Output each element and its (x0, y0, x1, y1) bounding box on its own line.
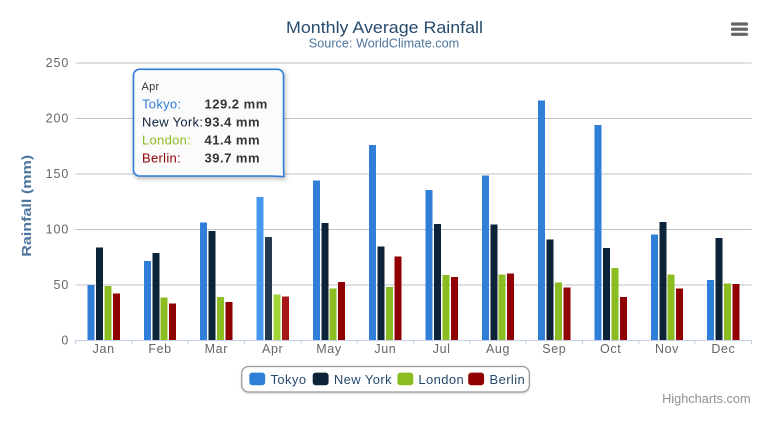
svg-text:41.4 mm: 41.4 mm (205, 133, 261, 148)
svg-text:39.7 mm: 39.7 mm (205, 151, 261, 166)
svg-text:New York:: New York: (142, 114, 203, 129)
svg-text:Jul: Jul (433, 342, 451, 356)
svg-text:93.4 mm: 93.4 mm (205, 114, 261, 129)
svg-text:Oct: Oct (600, 342, 621, 356)
svg-text:250: 250 (46, 56, 70, 70)
svg-text:Jun: Jun (374, 342, 396, 356)
svg-text:Nov: Nov (655, 342, 679, 356)
svg-text:200: 200 (46, 112, 70, 126)
svg-text:Rainfall (mm): Rainfall (mm) (19, 155, 34, 257)
svg-text:Apr: Apr (142, 81, 160, 93)
svg-text:129.2 mm: 129.2 mm (205, 96, 268, 111)
svg-text:100: 100 (46, 223, 70, 237)
svg-text:Feb: Feb (148, 342, 171, 356)
svg-text:Mar: Mar (205, 342, 228, 356)
svg-text:Dec: Dec (711, 342, 735, 356)
svg-text:May: May (316, 342, 342, 356)
svg-text:Apr: Apr (262, 342, 283, 356)
svg-text:New York: New York (334, 372, 392, 387)
svg-text:Berlin:: Berlin: (142, 151, 181, 166)
svg-text:Sep: Sep (542, 342, 566, 356)
svg-text:Source: WorldClimate.com: Source: WorldClimate.com (309, 36, 459, 51)
svg-text:Monthly Average Rainfall: Monthly Average Rainfall (286, 18, 483, 37)
svg-text:Tokyo:: Tokyo: (142, 96, 181, 111)
svg-text:Jan: Jan (93, 342, 115, 356)
svg-text:Berlin: Berlin (490, 372, 526, 387)
svg-text:150: 150 (46, 167, 70, 181)
svg-text:Tokyo: Tokyo (271, 372, 307, 387)
svg-text:Aug: Aug (486, 342, 510, 356)
svg-text:London:: London: (142, 133, 191, 148)
svg-text:0: 0 (61, 334, 69, 348)
svg-text:London: London (418, 372, 464, 387)
svg-text:Highcharts.com: Highcharts.com (662, 391, 751, 406)
svg-text:50: 50 (53, 278, 69, 292)
